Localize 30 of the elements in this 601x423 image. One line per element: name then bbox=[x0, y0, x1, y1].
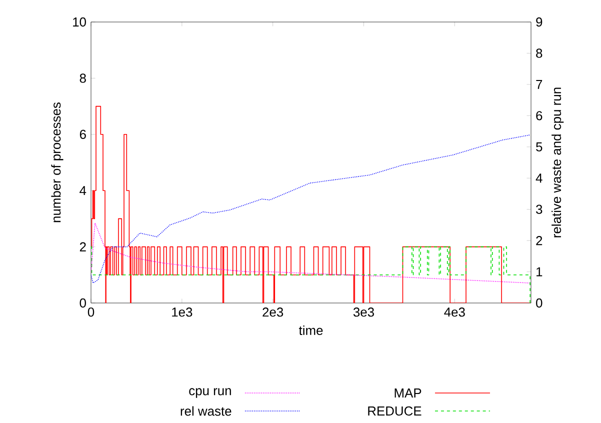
y2-tick-label: 7 bbox=[536, 80, 542, 89]
y2-tick-label: 8 bbox=[536, 48, 542, 58]
y2-axis-title: relative waste and cpu run bbox=[552, 88, 564, 238]
y2-tick-label: 2 bbox=[536, 236, 542, 246]
x-tick-label: 2e3 bbox=[262, 308, 284, 317]
y2-tick-label: 5 bbox=[536, 142, 542, 152]
x-tick-label: 0 bbox=[88, 308, 94, 317]
y-tick-label: 0 bbox=[80, 298, 86, 308]
line-series bbox=[91, 134, 530, 284]
y2-tick-label: 1 bbox=[536, 267, 542, 276]
y-tick-label: 8 bbox=[80, 74, 86, 83]
legend-label: cpu run bbox=[189, 388, 231, 398]
legend-label: REDUCE bbox=[368, 406, 422, 416]
y2-tick-label: 0 bbox=[536, 298, 542, 308]
x-axis-title: time bbox=[298, 326, 323, 336]
y2-tick-label: 9 bbox=[536, 17, 542, 27]
x-tick-label: 4e3 bbox=[444, 308, 465, 317]
y2-tick-label: 6 bbox=[536, 111, 542, 120]
line-series bbox=[91, 222, 530, 284]
y-tick-label: 10 bbox=[73, 17, 86, 27]
x-tick-label: 3e3 bbox=[353, 308, 374, 317]
y2-tick-label: 3 bbox=[536, 204, 542, 214]
y2-tick-label: 4 bbox=[536, 174, 542, 183]
y-axis-title: number of processes bbox=[51, 102, 64, 222]
y-tick-label: 2 bbox=[80, 242, 86, 252]
y-tick-label: 6 bbox=[80, 130, 86, 139]
legend-label: rel waste bbox=[180, 406, 232, 416]
x-tick-label: 1e3 bbox=[172, 308, 192, 317]
legend-label: MAP bbox=[394, 388, 422, 398]
y-tick-label: 4 bbox=[80, 186, 86, 196]
